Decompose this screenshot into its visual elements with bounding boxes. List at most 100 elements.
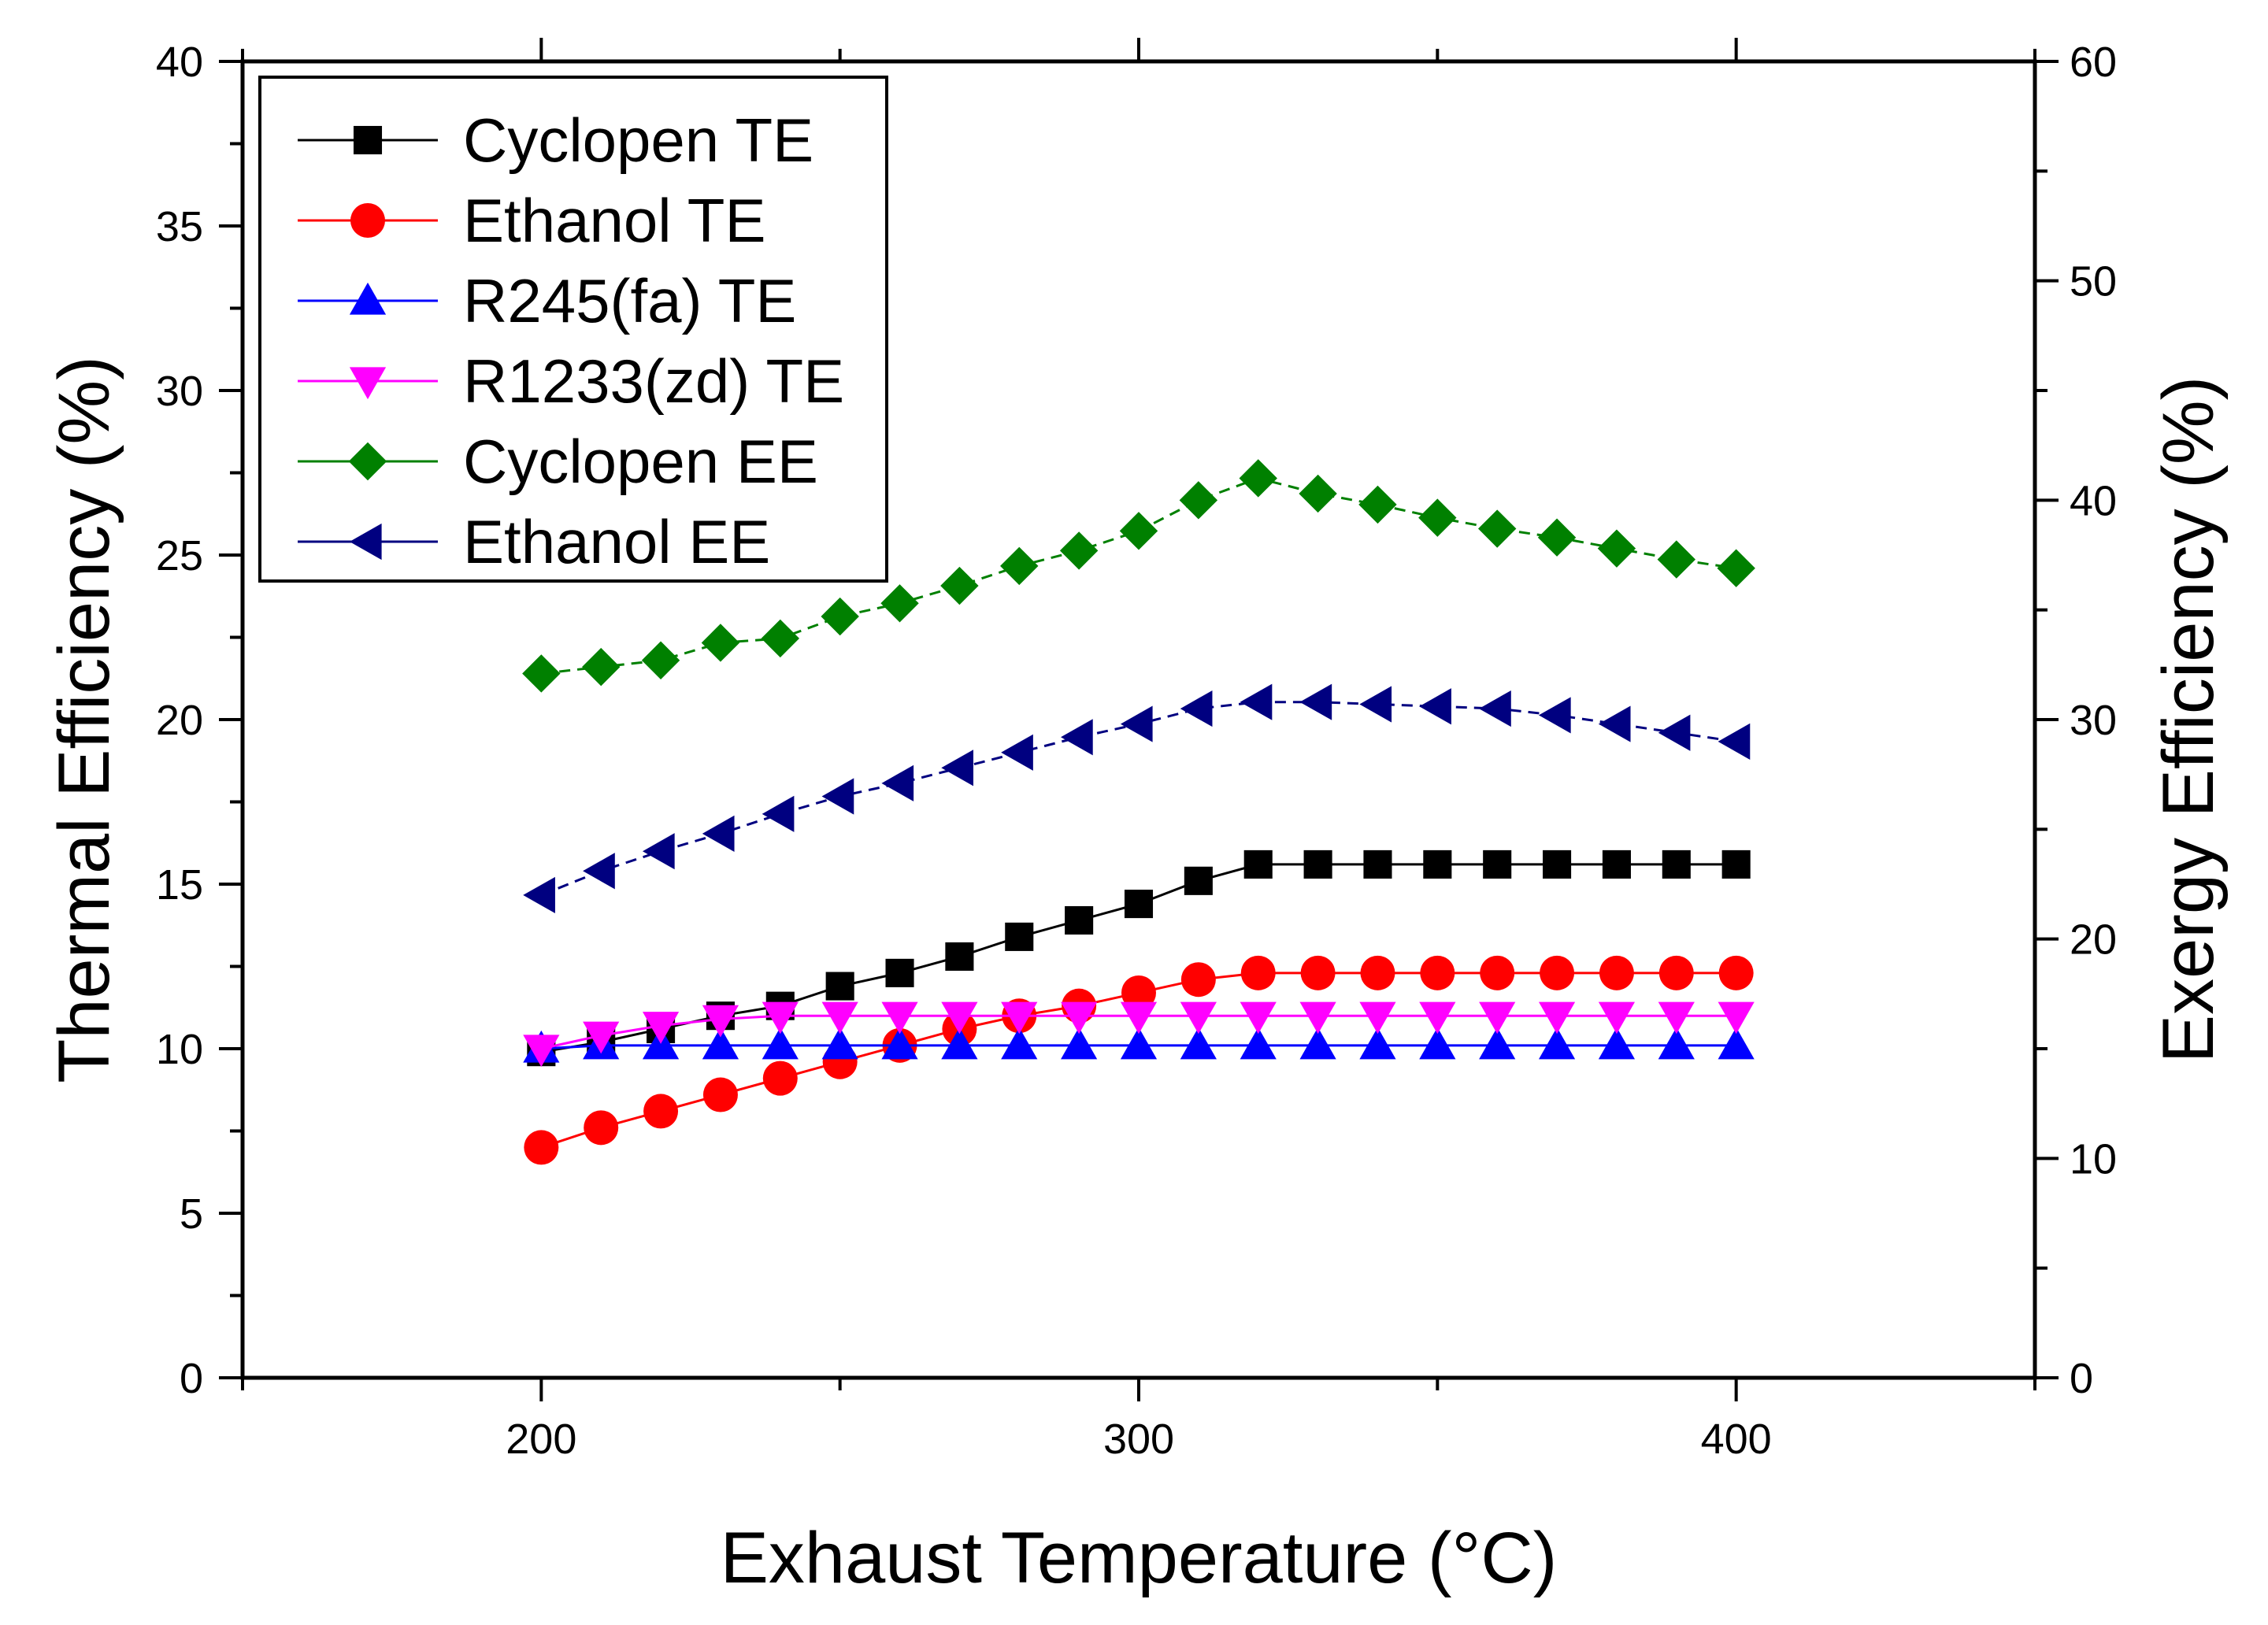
data-point	[1538, 1027, 1576, 1060]
series-cyclopen-te	[527, 850, 1751, 1067]
y2-tick-label: 60	[2070, 39, 2117, 86]
data-point	[1360, 955, 1395, 990]
data-point	[881, 1001, 918, 1035]
data-point	[1061, 1027, 1098, 1060]
data-point	[1179, 481, 1218, 520]
data-point	[1120, 1027, 1158, 1060]
y-tick-label: 35	[156, 203, 203, 250]
series-cyclopen-ee	[522, 459, 1755, 693]
data-point	[762, 1001, 799, 1035]
y2-tick-label: 40	[2070, 477, 2117, 524]
data-point	[1598, 1027, 1636, 1060]
legend-label: Cyclopen EE	[463, 427, 818, 496]
data-point	[1299, 474, 1337, 513]
data-point	[1718, 1027, 1755, 1060]
legend-item-cyclopen-ee: Cyclopen EE	[298, 427, 818, 496]
data-point	[1239, 459, 1277, 498]
y2-tick-label: 50	[2070, 258, 2117, 305]
data-point	[1303, 850, 1332, 879]
legend-marker	[349, 282, 387, 315]
data-point	[881, 1027, 918, 1060]
data-point	[821, 778, 854, 815]
data-point	[1658, 1001, 1695, 1035]
legend-marker	[350, 203, 385, 238]
y-tick-label: 20	[156, 697, 203, 744]
data-point	[1483, 850, 1512, 879]
series-ethanol-ee	[523, 683, 1751, 914]
x-tick-label: 300	[1103, 1416, 1174, 1463]
data-point	[702, 1005, 739, 1038]
data-point	[1478, 509, 1517, 548]
data-point	[1597, 529, 1636, 568]
data-point	[522, 654, 561, 693]
legend-item-ethanol-ee: Ethanol EE	[298, 507, 770, 576]
data-point	[583, 853, 615, 890]
data-point	[1602, 850, 1631, 879]
data-point	[1061, 719, 1093, 756]
series-ethanol-te	[524, 955, 1754, 1165]
legend-marker	[353, 125, 383, 155]
data-point	[885, 958, 914, 987]
data-point	[523, 876, 555, 914]
data-point	[880, 584, 919, 623]
data-point	[1061, 1001, 1098, 1035]
data-point	[1599, 955, 1634, 990]
data-point	[1359, 1001, 1396, 1035]
data-point	[1538, 1001, 1576, 1035]
data-point	[1120, 1001, 1158, 1035]
data-point	[702, 815, 735, 853]
data-point	[1538, 697, 1571, 734]
data-point	[1480, 955, 1515, 990]
data-point	[821, 1027, 858, 1060]
legend-marker	[348, 442, 387, 481]
data-point	[945, 942, 974, 971]
data-point	[1180, 1027, 1217, 1060]
data-point	[1423, 850, 1452, 879]
data-point	[1001, 734, 1033, 771]
data-point	[582, 647, 621, 687]
data-point	[524, 1130, 559, 1165]
data-point	[1479, 690, 1511, 727]
legend-item-r245-fa-te: R245(fa) TE	[298, 266, 796, 335]
series-layer	[522, 459, 1755, 1165]
data-point	[1240, 683, 1273, 720]
y-tick-label: 0	[180, 1355, 203, 1402]
legend-label: R245(fa) TE	[463, 266, 796, 335]
y-tick-label: 5	[180, 1190, 203, 1238]
data-point	[642, 1012, 680, 1044]
data-point	[1240, 1001, 1277, 1035]
data-point	[643, 1094, 679, 1129]
data-point	[584, 1110, 619, 1146]
data-point	[1300, 955, 1336, 990]
data-point	[941, 1027, 978, 1060]
data-point	[1419, 1027, 1456, 1060]
data-point	[1718, 955, 1754, 990]
y-tick-label: 30	[156, 368, 203, 415]
data-point	[1240, 1027, 1277, 1060]
y2-tick-label: 10	[2070, 1135, 2117, 1183]
data-point	[940, 566, 979, 605]
data-point	[1418, 498, 1457, 537]
data-point	[701, 624, 740, 662]
data-point	[941, 1001, 978, 1035]
data-point	[1721, 850, 1751, 879]
data-point	[1657, 540, 1695, 579]
data-point	[941, 750, 973, 787]
data-point	[1180, 962, 1216, 998]
data-point	[1479, 1027, 1516, 1060]
data-point	[1658, 955, 1694, 990]
data-point	[1180, 1001, 1217, 1035]
data-point	[762, 795, 795, 832]
data-point	[1662, 850, 1691, 879]
legend-label: Ethanol EE	[463, 507, 770, 576]
legend-item-r1233-zd-te: R1233(zd) TE	[298, 346, 844, 416]
data-point	[1479, 1001, 1516, 1035]
data-point	[762, 1061, 798, 1096]
data-point	[1718, 1001, 1755, 1035]
y2-axis-title: Exergy Efficiency (%)	[2148, 376, 2229, 1064]
data-point	[1065, 905, 1094, 935]
data-point	[641, 641, 680, 679]
data-point	[761, 619, 799, 658]
